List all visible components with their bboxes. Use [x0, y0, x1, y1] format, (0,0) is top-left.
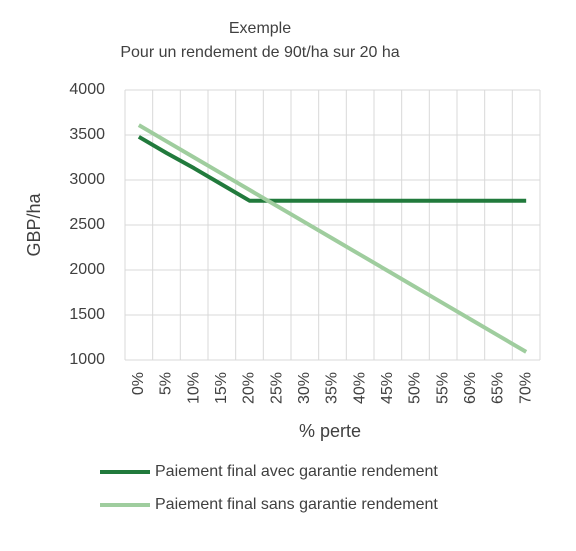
legend-label: Paiement final avec garantie rendement	[155, 463, 438, 480]
x-tick-label: 55%	[434, 372, 451, 404]
y-tick-label: 1000	[69, 351, 105, 368]
x-tick-label: 5%	[158, 372, 175, 395]
y-tick-label: 4000	[69, 81, 105, 98]
x-tick-label: 10%	[185, 372, 202, 404]
x-tick-label: 15%	[213, 372, 230, 404]
chart-title: Exemple	[229, 20, 291, 37]
legend-label: Paiement final sans garantie rendement	[155, 496, 438, 513]
x-tick-label: 0%	[130, 372, 147, 395]
y-tick-label: 3500	[69, 126, 105, 143]
y-tick-label: 2500	[69, 216, 105, 233]
x-tick-label: 70%	[517, 372, 534, 404]
x-tick-label: 20%	[241, 372, 258, 404]
x-tick-label: 40%	[351, 372, 368, 404]
y-tick-label: 2000	[69, 261, 105, 278]
x-tick-label: 50%	[407, 372, 424, 404]
x-axis-label: % perte	[299, 421, 361, 441]
x-tick-label: 45%	[379, 372, 396, 404]
series-line	[137, 123, 528, 354]
x-tick-label: 65%	[490, 372, 507, 404]
x-tick-label: 30%	[296, 372, 313, 404]
y-tick-label: 3000	[69, 171, 105, 188]
y-axis-label: GBP/ha	[24, 192, 44, 256]
x-tick-label: 35%	[324, 372, 341, 404]
x-tick-label: 60%	[462, 372, 479, 404]
chart-subtitle: Pour un rendement de 90t/ha sur 20 ha	[120, 44, 399, 61]
series-line	[137, 135, 527, 203]
y-tick-label: 1500	[69, 306, 105, 323]
x-tick-label: 25%	[268, 372, 285, 404]
